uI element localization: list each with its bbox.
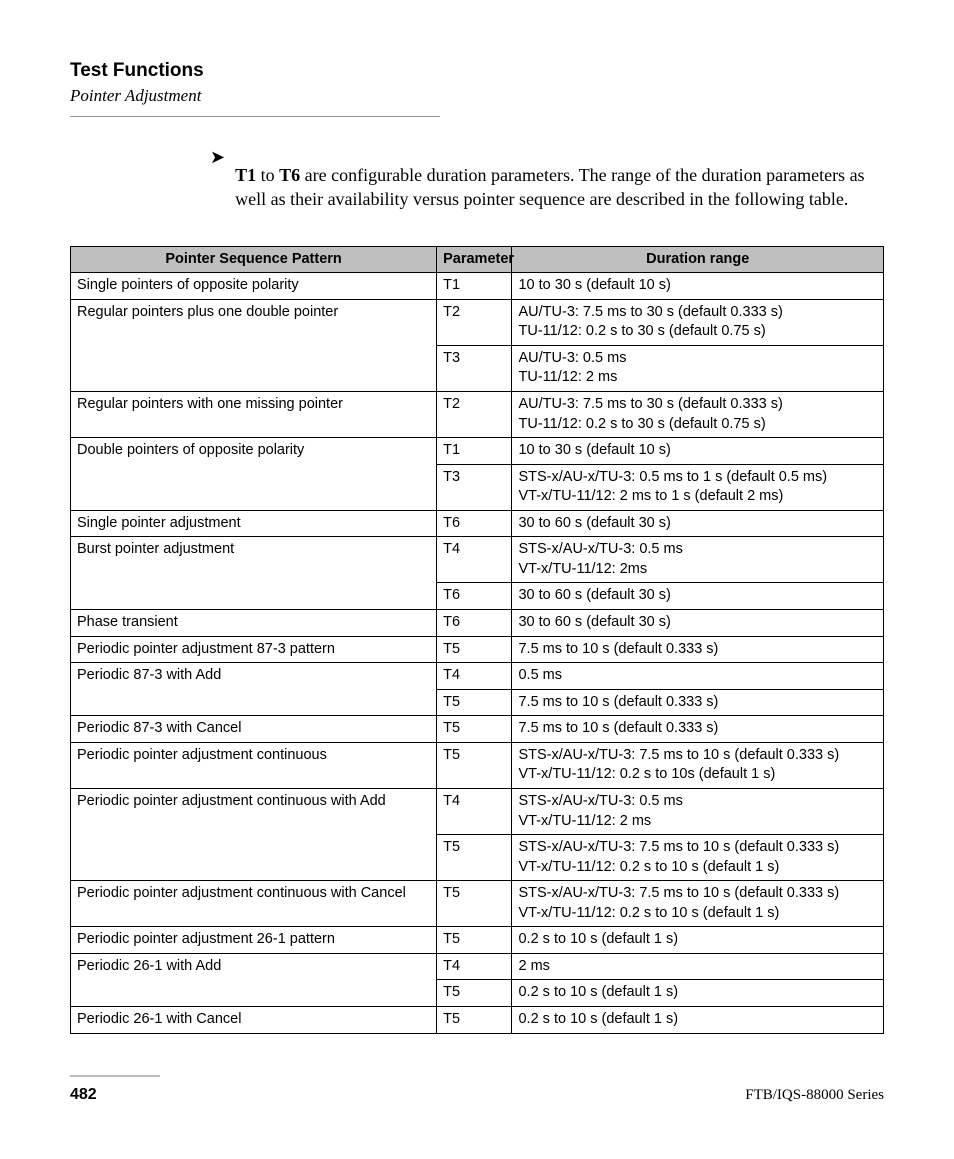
range-cell: 0.2 s to 10 s (default 1 s) xyxy=(512,927,884,954)
pointer-sequence-table: Pointer Sequence PatternParameterDuratio… xyxy=(70,246,884,1034)
page-number: 482 xyxy=(70,1086,97,1104)
bullet-icon: ➤ xyxy=(210,145,225,169)
range-cell: AU/TU-3: 7.5 ms to 30 s (default 0.333 s… xyxy=(512,391,884,437)
pattern-cell: Periodic pointer adjustment continuous w… xyxy=(71,788,437,880)
table-row: Periodic 26-1 with AddT42 ms xyxy=(71,953,884,980)
pattern-cell: Regular pointers with one missing pointe… xyxy=(71,391,437,437)
range-cell: 2 ms xyxy=(512,953,884,980)
pattern-cell: Periodic 26-1 with Add xyxy=(71,953,437,1006)
range-cell: AU/TU-3: 0.5 msTU-11/12: 2 ms xyxy=(512,345,884,391)
parameter-cell: T1 xyxy=(437,438,512,465)
pattern-cell: Regular pointers plus one double pointer xyxy=(71,299,437,391)
table-row: Single pointer adjustmentT630 to 60 s (d… xyxy=(71,510,884,537)
table-row: Double pointers of opposite polarityT110… xyxy=(71,438,884,465)
pattern-cell: Periodic 26-1 with Cancel xyxy=(71,1007,437,1034)
column-header: Parameter xyxy=(437,246,512,273)
section-title: Test Functions xyxy=(70,60,884,82)
table-row: Periodic pointer adjustment continuousT5… xyxy=(71,742,884,788)
table-row: Phase transientT630 to 60 s (default 30 … xyxy=(71,610,884,637)
pattern-cell: Single pointers of opposite polarity xyxy=(71,273,437,300)
range-cell: 10 to 30 s (default 10 s) xyxy=(512,273,884,300)
pattern-cell: Periodic 87-3 with Add xyxy=(71,663,437,716)
parameter-cell: T5 xyxy=(437,716,512,743)
range-cell: STS-x/AU-x/TU-3: 0.5 msVT-x/TU-11/12: 2m… xyxy=(512,537,884,583)
parameter-cell: T5 xyxy=(437,742,512,788)
parameter-cell: T5 xyxy=(437,1007,512,1034)
parameter-cell: T3 xyxy=(437,345,512,391)
parameter-cell: T4 xyxy=(437,953,512,980)
range-cell: STS-x/AU-x/TU-3: 7.5 ms to 10 s (default… xyxy=(512,881,884,927)
header-rule xyxy=(70,116,440,117)
pattern-cell: Periodic 87-3 with Cancel xyxy=(71,716,437,743)
parameter-cell: T1 xyxy=(437,273,512,300)
intro-paragraph: T1 to T6 are configurable duration param… xyxy=(235,163,884,212)
column-header: Pointer Sequence Pattern xyxy=(71,246,437,273)
table-header-row: Pointer Sequence PatternParameterDuratio… xyxy=(71,246,884,273)
range-cell: STS-x/AU-x/TU-3: 0.5 ms to 1 s (default … xyxy=(512,464,884,510)
table-row: Periodic pointer adjustment 26-1 pattern… xyxy=(71,927,884,954)
pattern-cell: Periodic pointer adjustment 26-1 pattern xyxy=(71,927,437,954)
pattern-cell: Double pointers of opposite polarity xyxy=(71,438,437,511)
table-row: Periodic 87-3 with AddT40.5 ms xyxy=(71,663,884,690)
parameter-cell: T5 xyxy=(437,835,512,881)
pattern-cell: Burst pointer adjustment xyxy=(71,537,437,610)
column-header: Duration range xyxy=(512,246,884,273)
parameter-cell: T2 xyxy=(437,391,512,437)
range-cell: 0.5 ms xyxy=(512,663,884,690)
table-row: Burst pointer adjustmentT4STS-x/AU-x/TU-… xyxy=(71,537,884,583)
intro-t6: T6 xyxy=(279,165,300,185)
pattern-cell: Periodic pointer adjustment 87-3 pattern xyxy=(71,636,437,663)
range-cell: 30 to 60 s (default 30 s) xyxy=(512,583,884,610)
table-row: Periodic 26-1 with CancelT50.2 s to 10 s… xyxy=(71,1007,884,1034)
parameter-cell: T5 xyxy=(437,636,512,663)
parameter-cell: T5 xyxy=(437,980,512,1007)
parameter-cell: T3 xyxy=(437,464,512,510)
table-row: Periodic pointer adjustment 87-3 pattern… xyxy=(71,636,884,663)
range-cell: STS-x/AU-x/TU-3: 7.5 ms to 10 s (default… xyxy=(512,835,884,881)
series-label: FTB/IQS-88000 Series xyxy=(745,1087,884,1104)
range-cell: 10 to 30 s (default 10 s) xyxy=(512,438,884,465)
parameter-cell: T4 xyxy=(437,788,512,834)
range-cell: STS-x/AU-x/TU-3: 0.5 msVT-x/TU-11/12: 2 … xyxy=(512,788,884,834)
intro-to: to xyxy=(256,165,279,185)
subsection-title: Pointer Adjustment xyxy=(70,86,884,106)
pattern-cell: Periodic pointer adjustment continuous w… xyxy=(71,881,437,927)
table-row: Periodic 87-3 with CancelT57.5 ms to 10 … xyxy=(71,716,884,743)
range-cell: AU/TU-3: 7.5 ms to 30 s (default 0.333 s… xyxy=(512,299,884,345)
parameter-cell: T2 xyxy=(437,299,512,345)
table-row: Periodic pointer adjustment continuous w… xyxy=(71,788,884,834)
pattern-cell: Periodic pointer adjustment continuous xyxy=(71,742,437,788)
intro-rest: are configurable duration parameters. Th… xyxy=(235,165,864,209)
parameter-cell: T6 xyxy=(437,510,512,537)
table-row: Periodic pointer adjustment continuous w… xyxy=(71,881,884,927)
parameter-cell: T5 xyxy=(437,927,512,954)
pattern-cell: Single pointer adjustment xyxy=(71,510,437,537)
parameter-cell: T6 xyxy=(437,610,512,637)
range-cell: 7.5 ms to 10 s (default 0.333 s) xyxy=(512,689,884,716)
range-cell: STS-x/AU-x/TU-3: 7.5 ms to 10 s (default… xyxy=(512,742,884,788)
range-cell: 30 to 60 s (default 30 s) xyxy=(512,510,884,537)
range-cell: 7.5 ms to 10 s (default 0.333 s) xyxy=(512,716,884,743)
parameter-cell: T6 xyxy=(437,583,512,610)
range-cell: 0.2 s to 10 s (default 1 s) xyxy=(512,980,884,1007)
table-row: Single pointers of opposite polarityT110… xyxy=(71,273,884,300)
intro-t1: T1 xyxy=(235,165,256,185)
parameter-cell: T4 xyxy=(437,663,512,690)
parameter-cell: T4 xyxy=(437,537,512,583)
footer-rule xyxy=(70,1075,160,1077)
table-row: Regular pointers with one missing pointe… xyxy=(71,391,884,437)
parameter-cell: T5 xyxy=(437,689,512,716)
range-cell: 0.2 s to 10 s (default 1 s) xyxy=(512,1007,884,1034)
range-cell: 7.5 ms to 10 s (default 0.333 s) xyxy=(512,636,884,663)
range-cell: 30 to 60 s (default 30 s) xyxy=(512,610,884,637)
pattern-cell: Phase transient xyxy=(71,610,437,637)
parameter-cell: T5 xyxy=(437,881,512,927)
table-row: Regular pointers plus one double pointer… xyxy=(71,299,884,345)
